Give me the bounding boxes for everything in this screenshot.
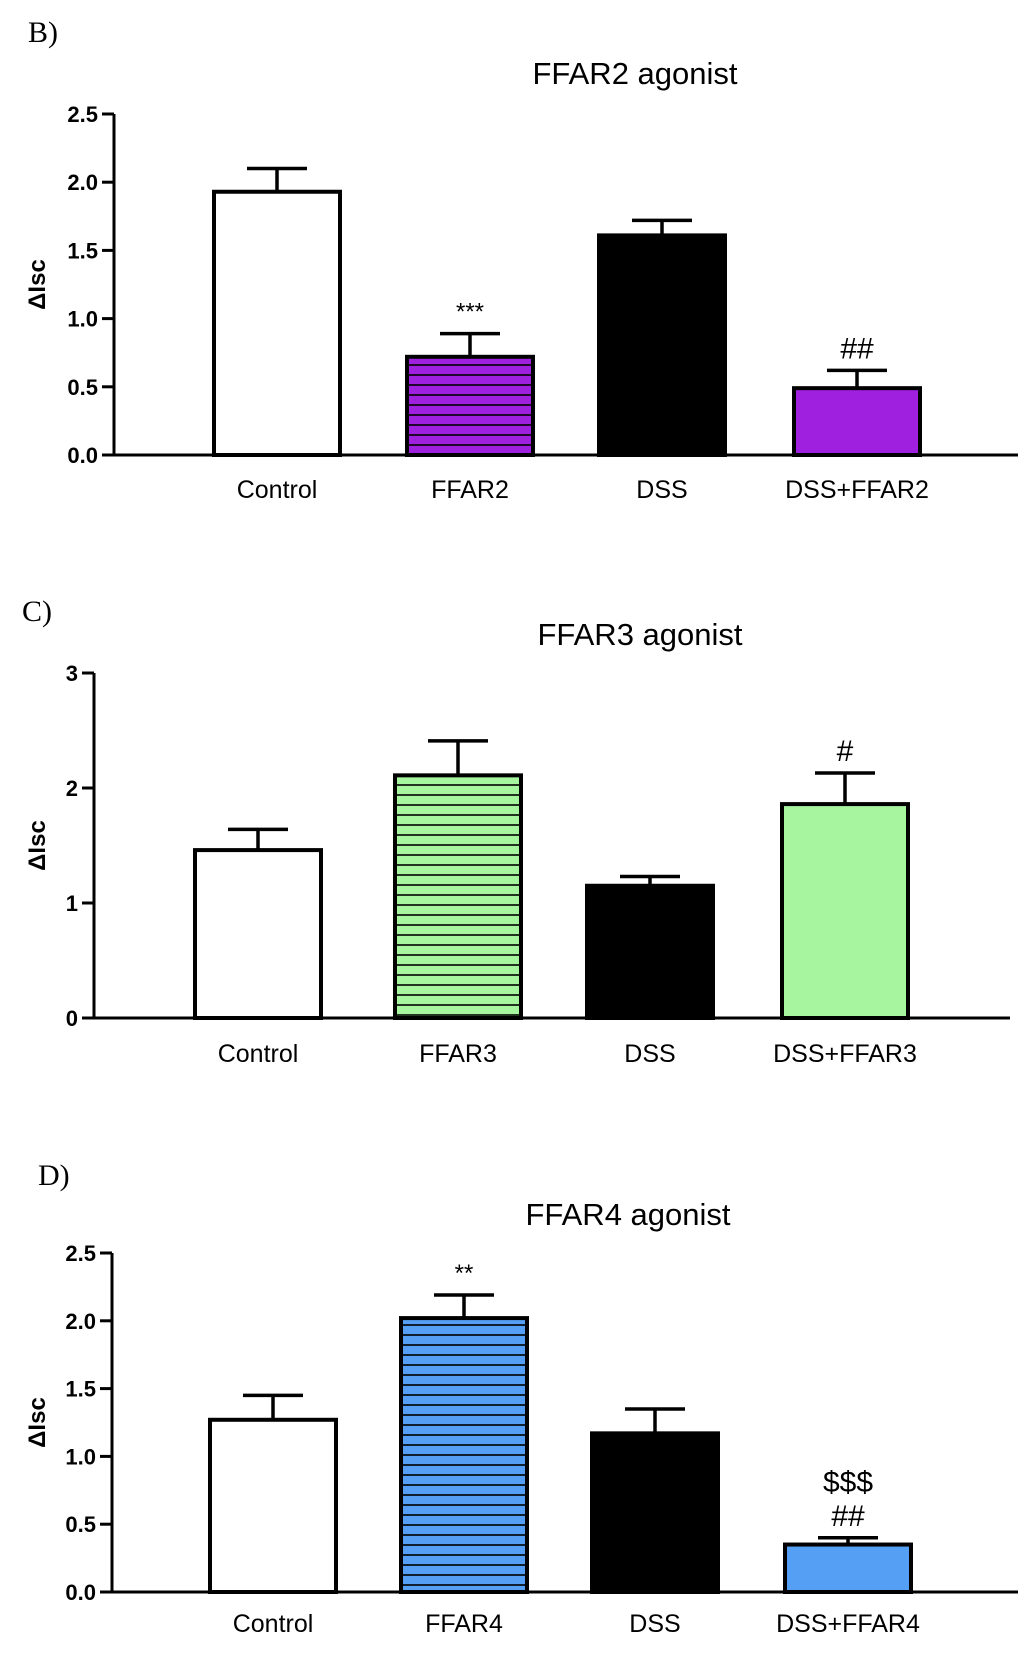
- bar-dss: [590, 1431, 720, 1595]
- significance-annotation: $$$ ##: [823, 1466, 873, 1533]
- y-tick-label: 2.5: [65, 1241, 96, 1266]
- bar-dss-ffar3: [780, 802, 910, 1020]
- y-tick-label: 2: [66, 776, 78, 801]
- x-tick-label: DSS: [629, 1610, 680, 1638]
- x-tick-label: Control: [237, 476, 318, 504]
- chart-panel-c: C) FFAR3 agonist ΔIsc 0 1 2 3 Control FFAR3 DSS DS…: [22, 595, 1010, 1068]
- y-tick-label: 0.5: [67, 375, 98, 400]
- significance-annotation: ##: [840, 332, 874, 365]
- panel-label: D): [38, 1159, 70, 1192]
- bar-dss: [597, 233, 727, 457]
- annotation-line: $$$: [823, 1466, 873, 1499]
- significance-annotation: ***: [456, 299, 484, 326]
- bar-stripe-pattern: [409, 358, 531, 453]
- x-tick-label: FFAR4: [425, 1610, 503, 1638]
- bar-dss-ffar2: [792, 386, 922, 457]
- y-tick-label: 1.5: [67, 238, 98, 263]
- significance-annotation: **: [455, 1260, 474, 1287]
- y-tick-label: 2.0: [65, 1309, 96, 1334]
- panel-label: C): [22, 595, 52, 628]
- x-tick-label: DSS+FFAR3: [773, 1040, 917, 1068]
- x-tick-label: DSS: [636, 476, 687, 504]
- annotation-line: ##: [840, 332, 874, 365]
- bar-dss-ffar4: [783, 1542, 913, 1595]
- bar-control: [208, 1417, 338, 1594]
- panel-label: B): [28, 16, 58, 49]
- x-tick-label: Control: [233, 1610, 314, 1638]
- chart-title: FFAR3 agonist: [537, 617, 742, 652]
- y-tick-label: 1.5: [65, 1377, 96, 1402]
- y-tick-label: 1.0: [65, 1444, 96, 1469]
- y-tick-label: 1.0: [67, 307, 98, 332]
- x-tick-label: Control: [218, 1040, 299, 1068]
- chart-title: FFAR2 agonist: [532, 56, 737, 91]
- y-tick-label: 0.5: [65, 1512, 96, 1537]
- x-tick-label: FFAR3: [419, 1040, 497, 1068]
- x-tick-label: DSS: [624, 1040, 675, 1068]
- annotation-line: #: [837, 735, 854, 768]
- y-tick-label: 1: [66, 891, 78, 916]
- chart-panel-b: B) FFAR2 agonist ΔIsc 0.0 0.5 1.0 1.5 2.0 2.5 Con…: [24, 16, 1018, 504]
- bar-control: [212, 189, 342, 458]
- y-axis-label: ΔIsc: [24, 1397, 51, 1448]
- annotation-line: ##: [831, 1500, 865, 1533]
- y-tick-label: 3: [66, 661, 78, 686]
- x-tick-label: DSS+FFAR2: [785, 476, 929, 504]
- y-tick-label: 0.0: [65, 1580, 96, 1605]
- x-tick-label: DSS+FFAR4: [776, 1610, 920, 1638]
- significance-annotation: #: [837, 735, 854, 768]
- y-axis-label: ΔIsc: [24, 259, 51, 310]
- y-tick-label: 2.0: [67, 170, 98, 195]
- y-tick-label: 2.5: [67, 102, 98, 127]
- bar-stripe-pattern: [403, 1320, 525, 1590]
- bar-control: [193, 848, 323, 1020]
- x-tick-label: FFAR2: [431, 476, 509, 504]
- bar-stripe-pattern: [397, 777, 519, 1016]
- bar-dss: [585, 883, 715, 1020]
- chart-panel-d: D) FFAR4 agonist ΔIsc 0.0 0.5 1.0 1.5 2.0 2.5 Con…: [24, 1159, 1018, 1638]
- chart-title: FFAR4 agonist: [525, 1197, 730, 1232]
- annotation-line: **: [455, 1260, 474, 1287]
- annotation-line: ***: [456, 299, 484, 326]
- y-axis-label: ΔIsc: [24, 820, 51, 871]
- y-tick-label: 0.0: [67, 443, 98, 468]
- y-tick-label: 0: [66, 1006, 78, 1031]
